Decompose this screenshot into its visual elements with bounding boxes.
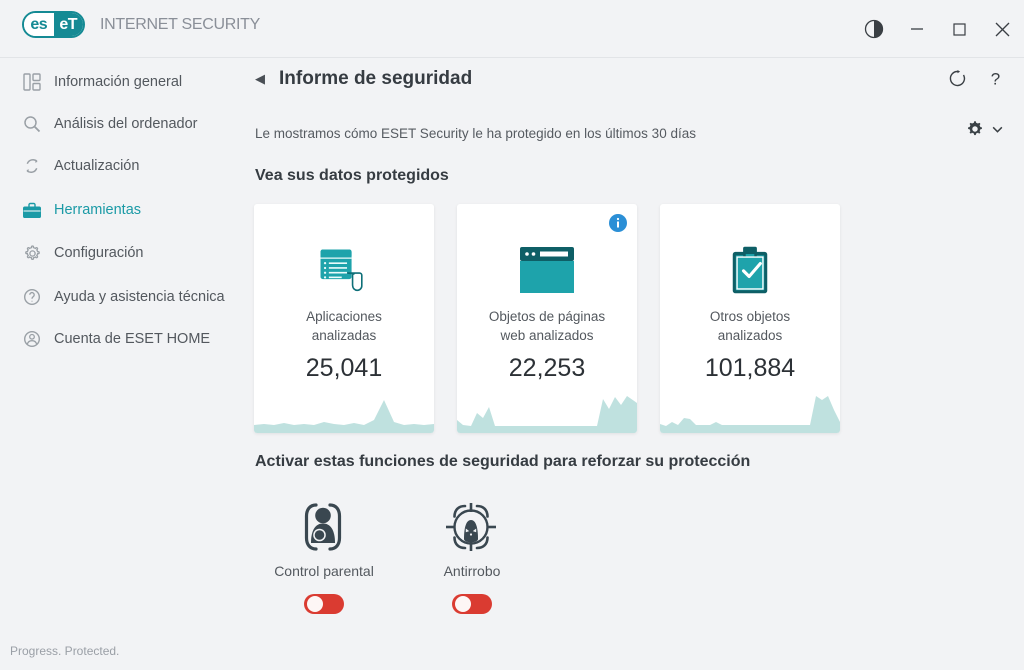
svg-text:?: ?: [991, 70, 1000, 89]
